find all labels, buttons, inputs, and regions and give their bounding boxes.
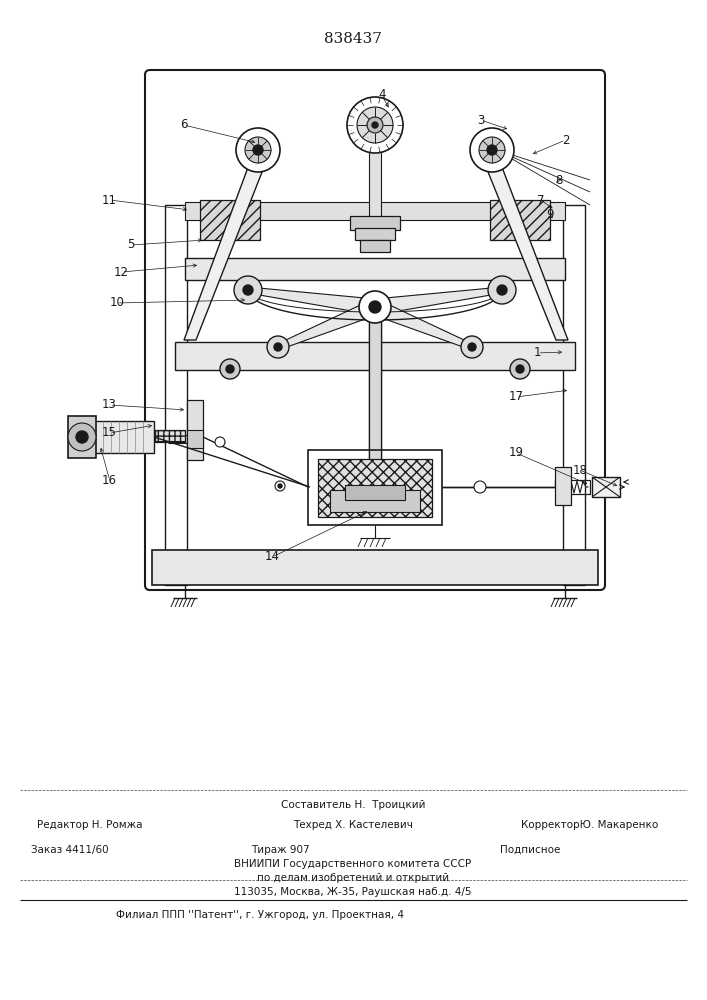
Text: Подписное: Подписное	[500, 845, 560, 855]
Text: 2: 2	[562, 133, 569, 146]
Circle shape	[367, 117, 383, 133]
Text: ВНИИПИ Государственного комитета СССР: ВНИИПИ Государственного комитета СССР	[235, 859, 472, 869]
Circle shape	[479, 137, 505, 163]
Circle shape	[497, 285, 507, 295]
Circle shape	[357, 107, 393, 143]
Text: 113035, Москва, Ж-35, Раушская наб.д. 4/5: 113035, Москва, Ж-35, Раушская наб.д. 4/…	[234, 887, 472, 897]
Circle shape	[245, 137, 271, 163]
Circle shape	[234, 276, 262, 304]
Bar	[187, 400, 203, 460]
Bar	[360, 240, 390, 252]
Circle shape	[347, 97, 403, 153]
Circle shape	[474, 481, 486, 493]
Text: 18: 18	[572, 464, 588, 477]
Circle shape	[516, 365, 524, 373]
Bar	[187, 430, 203, 448]
Text: Техред Х. Кастелевич: Техред Х. Кастелевич	[293, 820, 413, 830]
Bar	[92, 421, 154, 453]
Circle shape	[372, 122, 378, 128]
Text: Заказ 4411/60: Заказ 4411/60	[31, 845, 109, 855]
Text: Составитель Н.  Троицкий: Составитель Н. Троицкий	[281, 800, 425, 810]
Circle shape	[470, 128, 514, 172]
Text: 8: 8	[555, 174, 562, 186]
Bar	[563, 205, 585, 585]
Bar	[318, 459, 432, 517]
Bar	[185, 202, 565, 220]
Bar	[369, 125, 381, 220]
Circle shape	[274, 343, 282, 351]
Polygon shape	[484, 162, 568, 340]
Bar	[555, 467, 571, 505]
Circle shape	[76, 431, 88, 443]
Circle shape	[236, 128, 280, 172]
Circle shape	[468, 343, 476, 351]
Bar	[360, 303, 390, 311]
Text: 9: 9	[547, 209, 554, 222]
Text: 14: 14	[264, 550, 280, 564]
Bar	[560, 480, 590, 494]
Text: Редактор Н. Ромжа: Редактор Н. Ромжа	[37, 820, 143, 830]
Text: 3: 3	[477, 113, 484, 126]
Text: 10: 10	[109, 296, 124, 310]
Circle shape	[369, 301, 381, 313]
Bar	[355, 228, 395, 240]
Circle shape	[253, 145, 263, 155]
Bar	[490, 200, 550, 240]
Polygon shape	[372, 300, 473, 350]
Circle shape	[243, 285, 253, 295]
Bar	[345, 485, 405, 500]
Bar	[350, 216, 400, 230]
Text: 7: 7	[537, 194, 544, 207]
Bar	[152, 550, 598, 585]
Text: 5: 5	[127, 238, 134, 251]
Text: 11: 11	[102, 194, 117, 207]
Text: 16: 16	[102, 474, 117, 487]
Bar	[330, 490, 420, 512]
Text: 4: 4	[378, 89, 385, 102]
Text: 1: 1	[534, 347, 541, 360]
Circle shape	[510, 359, 530, 379]
Circle shape	[215, 437, 225, 447]
Circle shape	[226, 365, 234, 373]
Bar	[200, 200, 260, 240]
Polygon shape	[277, 300, 378, 350]
Polygon shape	[374, 287, 503, 315]
Circle shape	[487, 145, 497, 155]
Text: 15: 15	[102, 426, 117, 440]
Text: 17: 17	[508, 390, 524, 403]
Bar	[592, 477, 620, 497]
Text: Тираж 907: Тираж 907	[251, 845, 309, 855]
Bar	[175, 342, 575, 370]
Circle shape	[461, 336, 483, 358]
Text: по делам изобретений и открытий: по делам изобретений и открытий	[257, 873, 449, 883]
Text: 838437: 838437	[324, 32, 382, 46]
Text: 12: 12	[114, 265, 129, 278]
Bar	[165, 205, 187, 585]
Bar	[185, 258, 565, 280]
Bar	[369, 310, 381, 510]
Circle shape	[220, 359, 240, 379]
Bar	[155, 430, 185, 442]
Circle shape	[68, 423, 96, 451]
Bar	[68, 416, 96, 458]
Circle shape	[359, 291, 391, 323]
Circle shape	[275, 481, 285, 491]
Text: 13: 13	[102, 398, 117, 412]
Polygon shape	[184, 162, 266, 340]
Text: КорректорЮ. Макаренко: КорректорЮ. Макаренко	[521, 820, 659, 830]
Circle shape	[278, 484, 282, 488]
Circle shape	[488, 276, 516, 304]
Circle shape	[267, 336, 289, 358]
Text: 19: 19	[508, 446, 524, 460]
Text: 6: 6	[180, 118, 187, 131]
Text: Филиал ППП ''Патент'', г. Ужгород, ул. Проектная, 4: Филиал ППП ''Патент'', г. Ужгород, ул. П…	[116, 910, 404, 920]
Bar	[308, 450, 442, 525]
Polygon shape	[247, 287, 376, 315]
